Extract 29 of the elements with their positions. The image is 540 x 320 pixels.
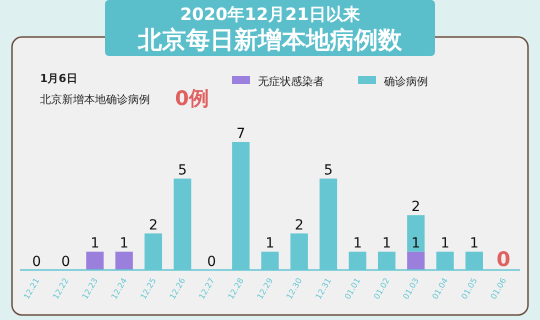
data-label: 1 bbox=[411, 236, 420, 252]
data-label: 0 bbox=[207, 254, 216, 270]
data-label: 0 bbox=[32, 254, 42, 270]
data-label: 7 bbox=[236, 126, 246, 142]
data-label: 2 bbox=[294, 217, 304, 234]
data-label: 0 bbox=[496, 247, 510, 271]
legend-label: 无症状感染者 bbox=[258, 75, 324, 88]
bar bbox=[407, 215, 425, 252]
data-label: 5 bbox=[324, 162, 333, 179]
data-label: 1 bbox=[382, 236, 392, 252]
data-label: 1 bbox=[266, 236, 274, 252]
bar bbox=[407, 252, 425, 270]
text: 北京新增本地确诊病例 bbox=[40, 93, 150, 106]
data-label: 1 bbox=[440, 236, 450, 252]
legend-label: 确诊病例 bbox=[383, 75, 428, 88]
bar bbox=[86, 252, 104, 270]
data-label: 1 bbox=[90, 236, 100, 252]
data-label: 1 bbox=[120, 236, 129, 252]
data-label: 2 bbox=[148, 217, 158, 234]
text: 1月6日 bbox=[40, 72, 78, 85]
data-label: 1 bbox=[470, 236, 479, 252]
data-label: 1 bbox=[353, 236, 362, 252]
bar bbox=[115, 252, 133, 270]
data-label: 2 bbox=[411, 199, 420, 216]
chart-subtitle: 2020年12月21日以来 bbox=[180, 5, 360, 25]
data-label: 0 bbox=[61, 254, 70, 270]
data-label: 5 bbox=[178, 162, 187, 179]
text: 0例 bbox=[175, 86, 209, 110]
chart-title: 北京每日新增本地病例数 bbox=[137, 26, 403, 54]
